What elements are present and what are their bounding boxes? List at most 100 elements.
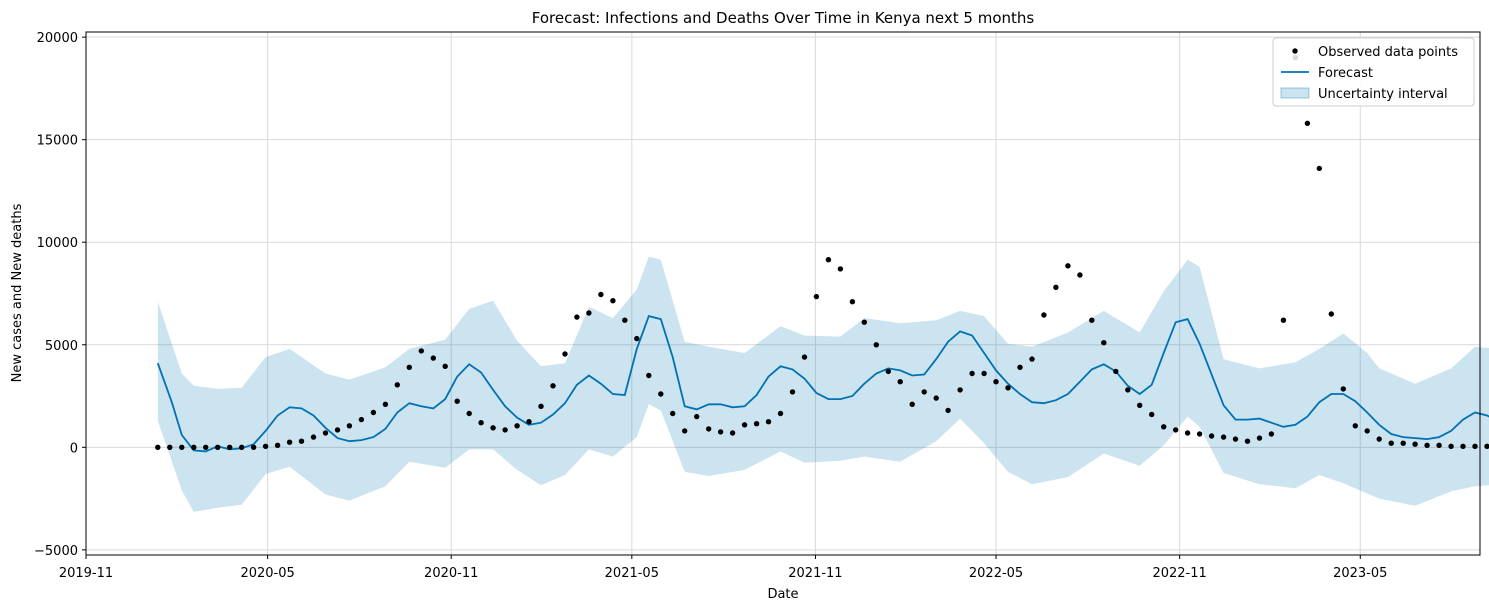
legend-label: Forecast bbox=[1318, 66, 1373, 81]
observed-point bbox=[706, 426, 712, 432]
observed-point bbox=[1244, 438, 1251, 444]
observed-point bbox=[1196, 431, 1203, 437]
grid bbox=[85, 32, 1480, 555]
y-tick-label: 15000 bbox=[37, 134, 78, 149]
observed-point bbox=[873, 342, 879, 348]
observed-point bbox=[825, 257, 832, 263]
observed-point bbox=[1448, 443, 1454, 449]
observed-point bbox=[442, 363, 448, 369]
observed-point bbox=[765, 419, 772, 425]
observed-point bbox=[562, 351, 568, 357]
observed-point bbox=[334, 427, 341, 433]
observed-point bbox=[729, 430, 736, 436]
observed-point bbox=[1472, 443, 1478, 449]
legend-label: Observed data points bbox=[1318, 45, 1458, 60]
observed-point bbox=[478, 420, 484, 426]
observed-point bbox=[1304, 120, 1311, 127]
observed-point bbox=[1053, 284, 1059, 290]
observed-point bbox=[586, 310, 592, 316]
observed-point bbox=[227, 444, 233, 450]
x-tick-label: 2020-11 bbox=[424, 566, 478, 581]
observed-point bbox=[286, 439, 293, 445]
observed-point bbox=[981, 370, 987, 377]
observed-point bbox=[1412, 441, 1418, 447]
observed-point bbox=[1137, 402, 1143, 408]
observed-point bbox=[598, 291, 604, 298]
observed-point bbox=[753, 421, 760, 427]
legend-patch-uncertainty bbox=[1280, 87, 1310, 99]
observed-point bbox=[1388, 440, 1394, 446]
observed-point bbox=[346, 423, 353, 429]
observed-point bbox=[1208, 433, 1215, 439]
observed-point bbox=[1424, 442, 1430, 448]
observed-point bbox=[538, 403, 544, 409]
observed-point bbox=[502, 427, 508, 433]
chart-title: Forecast: Infections and Deaths Over Tim… bbox=[532, 9, 1035, 27]
x-tick-label: 2022-05 bbox=[969, 566, 1023, 581]
observed-point bbox=[1041, 312, 1047, 318]
observed-point bbox=[1125, 387, 1131, 393]
observed-point bbox=[1220, 434, 1227, 440]
observed-point bbox=[454, 398, 460, 404]
uncertainty-band bbox=[157, 256, 1489, 512]
observed-point bbox=[370, 409, 377, 416]
observed-point bbox=[897, 379, 903, 385]
observed-point bbox=[574, 314, 580, 320]
y-tick-label: 5000 bbox=[45, 339, 78, 354]
y-tick-label: 0 bbox=[70, 441, 78, 456]
y-tick-label: 20000 bbox=[37, 31, 78, 46]
observed-point bbox=[945, 407, 951, 414]
x-axis-label: Date bbox=[767, 587, 798, 602]
observed-point bbox=[418, 348, 424, 354]
observed-point bbox=[358, 416, 365, 423]
observed-point bbox=[1173, 427, 1179, 433]
observed-point bbox=[1161, 424, 1167, 430]
y-axis-label: New cases and New deaths bbox=[10, 203, 25, 382]
observed-point bbox=[1316, 165, 1323, 172]
observed-point bbox=[1280, 317, 1287, 323]
observed-point bbox=[262, 443, 269, 449]
observed-point bbox=[670, 410, 676, 417]
x-tick-label: 2019-11 bbox=[59, 566, 113, 581]
observed-point bbox=[813, 293, 820, 300]
observed-point bbox=[514, 423, 520, 429]
y-axis: −5000 0 5000 10000 15000 20000 bbox=[34, 31, 86, 559]
legend: Observed data points Forecast Uncertainty … bbox=[1272, 37, 1475, 107]
observed-point bbox=[466, 410, 472, 417]
x-tick-label: 2022-11 bbox=[1152, 566, 1206, 581]
observed-point bbox=[957, 387, 963, 393]
observed-point bbox=[1232, 436, 1239, 442]
x-tick-label: 2020-05 bbox=[240, 566, 294, 581]
observed-point bbox=[1376, 436, 1382, 442]
observed-point bbox=[646, 372, 652, 379]
observed-point bbox=[1077, 272, 1083, 278]
observed-point bbox=[1340, 386, 1347, 392]
observed-point bbox=[1113, 368, 1119, 375]
observed-point bbox=[1364, 428, 1370, 434]
x-tick-label: 2021-11 bbox=[788, 566, 842, 581]
plot-frame bbox=[85, 31, 1481, 556]
observed-point bbox=[1184, 430, 1191, 436]
observed-point bbox=[310, 434, 317, 440]
observed-point bbox=[682, 428, 688, 434]
observed-point bbox=[191, 444, 197, 450]
x-tick-label: 2023-05 bbox=[1333, 566, 1387, 581]
x-axis: 2019-11 2020-05 2020-11 2021-05 2021-11 2022-… bbox=[59, 555, 1387, 581]
observed-point bbox=[1065, 263, 1071, 269]
observed-point bbox=[1089, 317, 1095, 323]
observed-point bbox=[622, 317, 628, 323]
observed-point bbox=[526, 419, 532, 425]
observed-point bbox=[610, 298, 616, 304]
observed-point bbox=[239, 444, 245, 450]
observed-point bbox=[694, 413, 700, 420]
observed-point bbox=[250, 444, 257, 450]
legend-box bbox=[1272, 37, 1475, 107]
observed-point bbox=[167, 444, 173, 450]
observed-point bbox=[885, 368, 891, 375]
legend-label: Uncertainty interval bbox=[1318, 87, 1448, 102]
observed-point bbox=[1460, 443, 1466, 449]
observed-point bbox=[634, 335, 640, 342]
observed-point bbox=[298, 438, 305, 444]
observed-point bbox=[1101, 340, 1107, 346]
observed-point bbox=[777, 410, 784, 417]
